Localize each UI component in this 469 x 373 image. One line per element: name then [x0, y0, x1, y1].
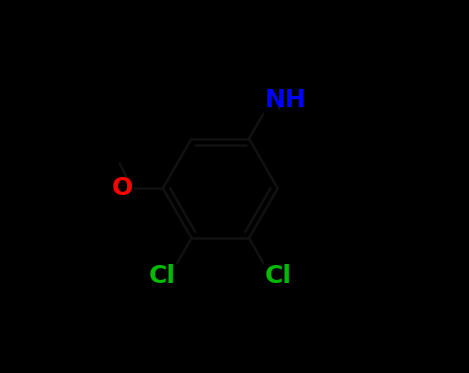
Text: NH: NH [265, 88, 307, 112]
Text: Cl: Cl [149, 264, 176, 288]
Text: Cl: Cl [265, 264, 292, 288]
Text: O: O [112, 176, 133, 200]
